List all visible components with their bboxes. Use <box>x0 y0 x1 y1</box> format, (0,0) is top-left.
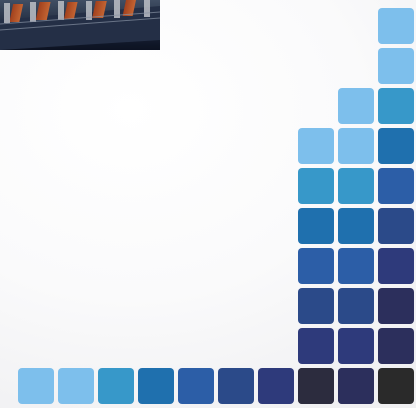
mosaic-tile <box>298 208 334 244</box>
mosaic-tile <box>298 288 334 324</box>
photo-thumbnail-image <box>0 0 160 50</box>
mosaic-tile <box>218 368 254 404</box>
mosaic-tile <box>58 368 94 404</box>
mosaic-tile <box>338 208 374 244</box>
mosaic-tile <box>138 368 174 404</box>
mosaic-tile <box>378 288 414 324</box>
mosaic-tile <box>298 368 334 404</box>
mosaic-tile <box>378 328 414 364</box>
mosaic-tile <box>338 288 374 324</box>
mosaic-tile <box>338 368 374 404</box>
mosaic-tile <box>298 168 334 204</box>
mosaic-tile <box>178 368 214 404</box>
mosaic-tile <box>378 88 414 124</box>
mosaic-tile <box>378 248 414 284</box>
mosaic-tile <box>378 368 414 404</box>
mosaic-tile <box>98 368 134 404</box>
mosaic-tile <box>338 248 374 284</box>
mosaic-tile <box>338 168 374 204</box>
mosaic-tile <box>378 8 414 44</box>
mosaic-tile <box>258 368 294 404</box>
mosaic-tile <box>298 248 334 284</box>
photo-thumbnail <box>0 0 160 50</box>
mosaic-tile <box>378 208 414 244</box>
mosaic-tile <box>378 128 414 164</box>
mosaic-tile <box>338 128 374 164</box>
mosaic-tile <box>18 368 54 404</box>
mosaic-tile <box>338 328 374 364</box>
mosaic-tile <box>298 128 334 164</box>
mosaic-tile <box>298 328 334 364</box>
mosaic-tile <box>378 48 414 84</box>
mosaic-tile <box>378 168 414 204</box>
mosaic-tile <box>338 88 374 124</box>
